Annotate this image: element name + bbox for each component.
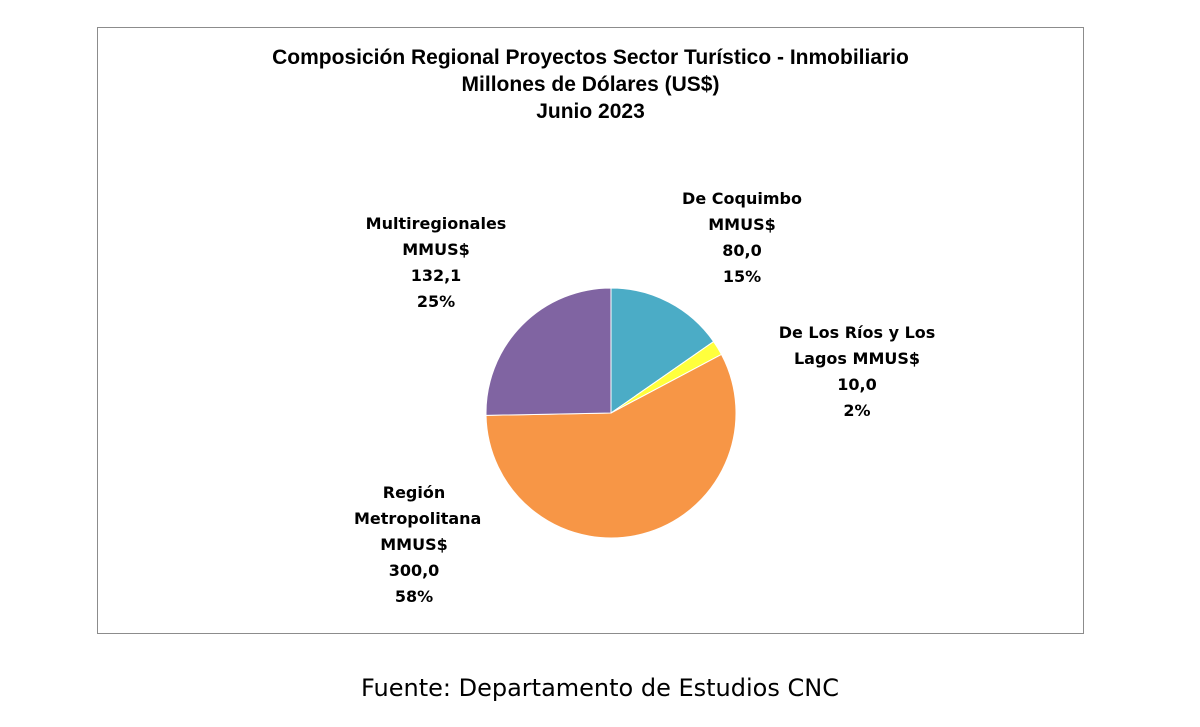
chart-title-block: Composición Regional Proyectos Sector Tu… xyxy=(98,44,1083,125)
slice-label-name: Multiregionales xyxy=(365,214,507,233)
chart-frame: Composición Regional Proyectos Sector Tu… xyxy=(97,27,1084,634)
pie-slice-región-metropolitana xyxy=(485,353,737,539)
slice-label-coquimbo: De Coquimbo MMUS$ 80,0 15% xyxy=(653,186,831,290)
slice-label-value: 10,0 xyxy=(837,375,877,394)
chart-title: Composición Regional Proyectos Sector Tu… xyxy=(272,46,909,69)
slice-label-value: 132,1 xyxy=(410,266,462,285)
slice-label-name: Región Metropolitana xyxy=(354,483,482,528)
slice-label-name-text: De Los Ríos y Los xyxy=(778,323,936,342)
source-note: Fuente: Departamento de Estudios CNC xyxy=(361,674,839,702)
slice-label-multiregionales: Multiregionales MMUS$ 132,1 25% xyxy=(346,211,526,315)
slice-label-unit: MMUS$ xyxy=(402,240,470,259)
chart-date: Junio 2023 xyxy=(536,100,645,123)
chart-subtitle: Millones de Dólares (US$) xyxy=(461,73,720,96)
slice-label-value: 300,0 xyxy=(388,561,440,580)
slice-label-metropolitana: Región Metropolitana MMUS$ 300,0 58% xyxy=(324,480,504,610)
slice-label-percent: 58% xyxy=(394,587,434,606)
slice-label-rios-lagos: De Los Ríos y Los Lagos MMUS$ 10,0 2% xyxy=(761,320,953,424)
pie-slice-de-coquimbo xyxy=(610,287,715,414)
slice-label-percent: 25% xyxy=(416,292,456,311)
slice-label-unit: MMUS$ xyxy=(708,215,776,234)
slice-label-percent: 2% xyxy=(843,401,871,420)
pie-chart xyxy=(485,287,737,539)
slice-label-value: 80,0 xyxy=(722,241,762,260)
slice-label-percent: 15% xyxy=(722,267,762,286)
slice-label-unit: MMUS$ xyxy=(380,535,448,554)
slice-label-name: De Coquimbo xyxy=(682,189,802,208)
slice-label-unit: Lagos MMUS$ xyxy=(793,349,921,368)
pie-slice-multiregionales xyxy=(485,287,612,416)
slice-label-name: De Los Ríos y Los xyxy=(761,320,953,346)
